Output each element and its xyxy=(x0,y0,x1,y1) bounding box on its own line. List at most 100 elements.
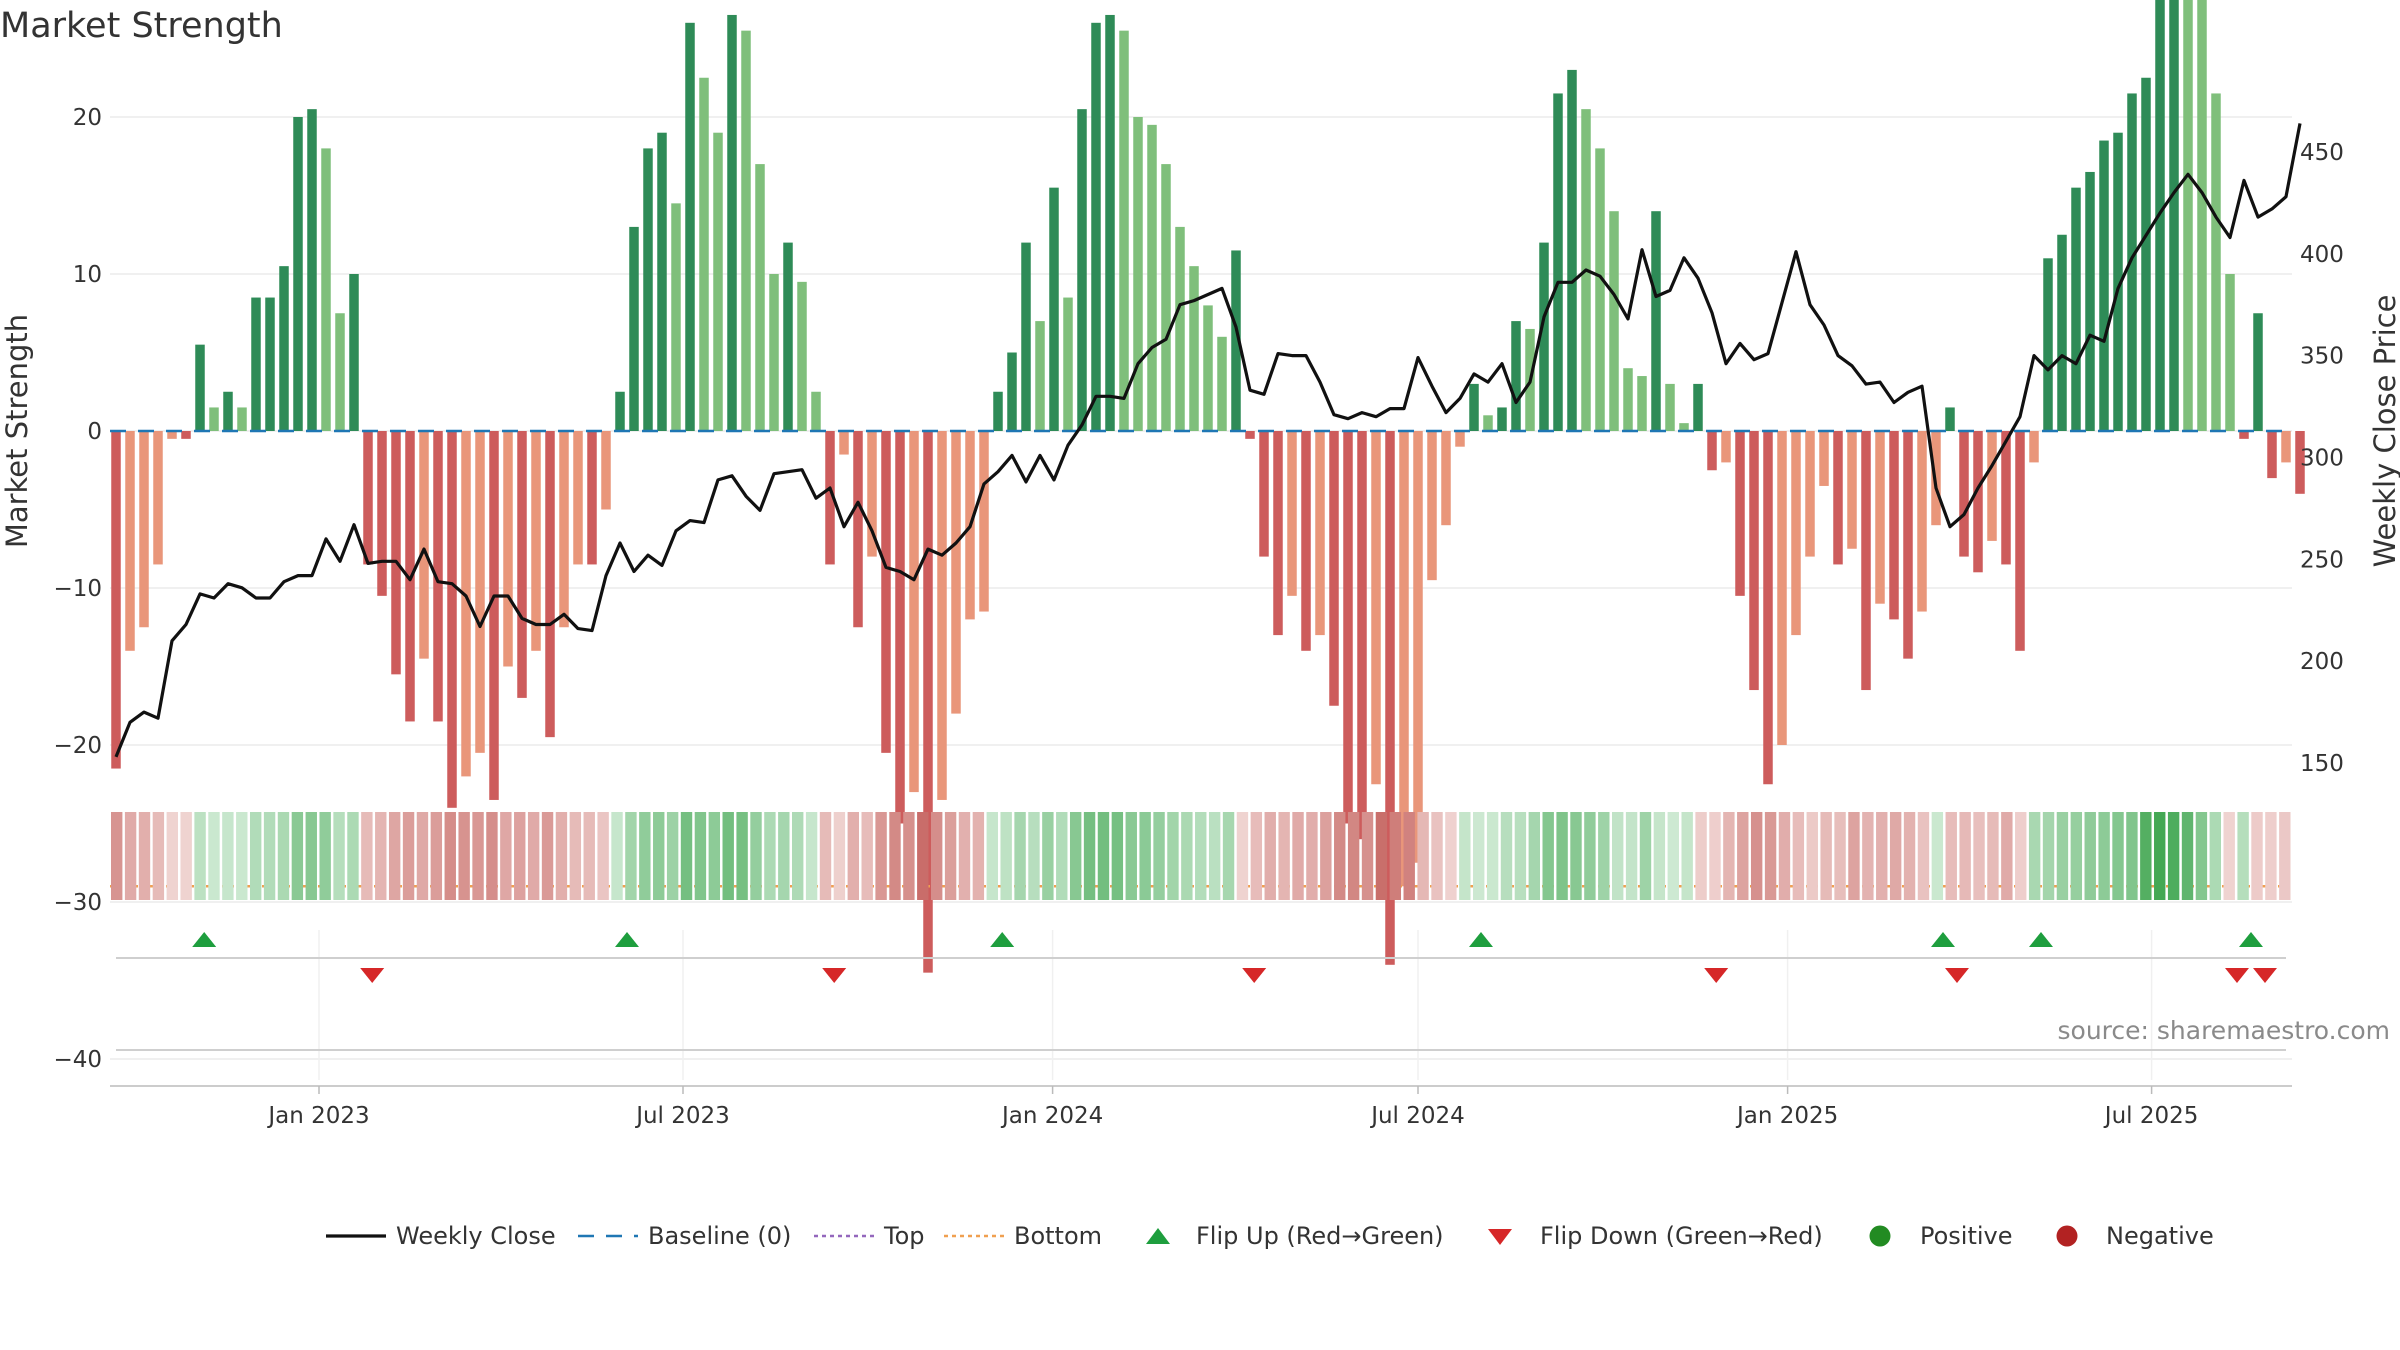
strength-bar xyxy=(1245,431,1255,439)
heat-cell xyxy=(263,812,276,900)
strength-bar xyxy=(1567,69,1577,432)
strength-bar xyxy=(1385,431,1395,965)
strength-bar xyxy=(1329,431,1339,706)
heat-cell xyxy=(472,812,484,900)
legend[interactable]: Weekly Close Baseline (0) Top Bottom Flip Up… xyxy=(326,1222,2214,1250)
strength-bar xyxy=(321,148,331,431)
strength-bar xyxy=(2295,431,2305,494)
strength-bar xyxy=(1497,407,1507,431)
strength-bar xyxy=(1483,415,1493,431)
strength-bar xyxy=(1805,431,1815,557)
strength-bar xyxy=(853,431,863,628)
strength-bar xyxy=(909,431,919,793)
heat-cell xyxy=(1681,812,1693,900)
heat-cell xyxy=(277,812,290,900)
heat-cell xyxy=(1625,812,1638,900)
heat-cell xyxy=(527,812,540,900)
strength-bar xyxy=(937,431,947,800)
heat-cell xyxy=(1584,812,1596,900)
heat-cell xyxy=(1931,812,1944,900)
strength-bar xyxy=(2029,431,2039,463)
heat-cell xyxy=(1653,812,1666,900)
heat-cell xyxy=(2223,812,2235,900)
strength-bar xyxy=(2141,77,2151,431)
strength-bar xyxy=(2043,258,2053,431)
heat-cell xyxy=(1278,812,1290,900)
strength-bar xyxy=(2127,93,2137,431)
legend-item-negative: Negative xyxy=(2056,1222,2214,1250)
strength-bar xyxy=(2057,234,2067,431)
x-tick-label: Jul 2025 xyxy=(2103,1103,2199,1129)
strength-bar xyxy=(643,148,653,431)
heat-cell xyxy=(1959,812,1971,900)
heat-cell xyxy=(124,812,137,900)
heat-cell xyxy=(166,812,178,900)
heat-cell xyxy=(1417,812,1429,900)
heat-cell xyxy=(805,812,818,900)
flip-down-marker xyxy=(1704,968,1729,983)
heat-cell xyxy=(1083,812,1096,900)
heat-cell xyxy=(1542,812,1554,900)
heat-cell xyxy=(1570,812,1582,900)
legend-label-flip-down: Flip Down (Green→Red) xyxy=(1540,1222,1823,1250)
heat-cell xyxy=(375,812,387,900)
strength-bar xyxy=(951,431,961,714)
heat-cell xyxy=(194,812,206,900)
strength-bar xyxy=(1189,266,1199,431)
strength-bar xyxy=(1231,250,1241,431)
strength-bar xyxy=(2113,132,2123,431)
strength-bar xyxy=(517,431,527,698)
strength-bar xyxy=(349,274,359,431)
strength-bar xyxy=(1469,383,1479,431)
strength-bar xyxy=(335,313,345,431)
strength-bar xyxy=(265,297,275,431)
strength-bar xyxy=(489,431,499,800)
strength-bar xyxy=(1623,368,1633,431)
weekly-close-line xyxy=(114,123,2302,758)
heat-cell xyxy=(930,812,943,900)
strength-bar xyxy=(2225,274,2235,431)
strength-bar xyxy=(979,431,989,612)
strength-bar xyxy=(1595,148,1605,431)
strength-bar xyxy=(741,30,751,432)
strength-heat-strip xyxy=(111,812,2291,900)
heat-cell xyxy=(388,812,401,900)
heat-cell xyxy=(778,812,790,900)
strength-bar xyxy=(1693,383,1703,431)
heat-cell xyxy=(1667,812,1679,900)
legend-swatch-flip-down xyxy=(1488,1229,1512,1245)
strength-bar xyxy=(1427,431,1437,581)
legend-label-flip-up: Flip Up (Red→Green) xyxy=(1196,1222,1444,1250)
x-axis: Jan 2023 Jul 2023 Jan 2024 Jul 2024 Jan 2025… xyxy=(266,1086,2198,1129)
heat-cell xyxy=(1473,812,1485,900)
heat-cell xyxy=(2140,812,2152,900)
heat-cell xyxy=(653,812,665,900)
strength-bar xyxy=(1847,431,1857,549)
flip-down-marker xyxy=(2253,968,2277,983)
strength-bar xyxy=(1917,431,1927,612)
heat-cell xyxy=(917,812,929,900)
y-left-tick-label: −10 xyxy=(53,576,102,602)
strength-bar xyxy=(825,431,835,565)
heat-cell xyxy=(792,812,804,900)
heat-cell xyxy=(722,812,734,900)
heat-cell xyxy=(764,812,776,900)
heat-cell xyxy=(1069,812,1082,900)
strength-bar xyxy=(1777,431,1787,745)
heat-cell xyxy=(1403,812,1415,900)
heat-cell xyxy=(2265,812,2277,900)
legend-item-flip-down: Flip Down (Green→Red) xyxy=(1488,1222,1823,1250)
heat-cell xyxy=(2015,812,2027,900)
heat-cell xyxy=(1862,812,1874,900)
strength-bar xyxy=(657,132,667,431)
strength-bar xyxy=(1021,242,1031,431)
strength-bar xyxy=(783,242,793,431)
strength-bar xyxy=(727,14,737,431)
heat-cell xyxy=(500,812,512,900)
strength-bar xyxy=(1091,22,1101,432)
strength-bar xyxy=(111,431,121,769)
heat-cell xyxy=(1556,812,1568,900)
heat-cell xyxy=(666,812,679,900)
heat-cell xyxy=(1306,812,1318,900)
heat-cell xyxy=(972,812,985,900)
